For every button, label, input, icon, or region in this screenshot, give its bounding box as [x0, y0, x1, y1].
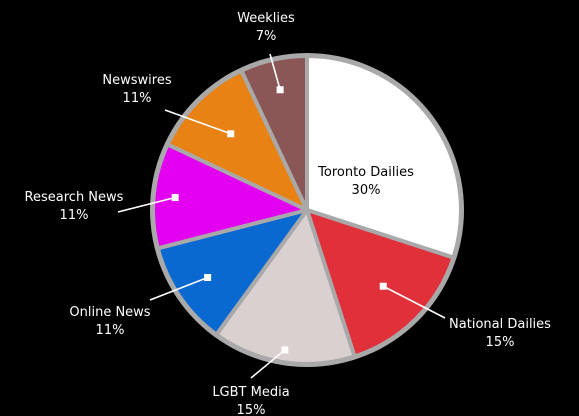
slice-weeklies: [239, 54, 309, 212]
slice-lgbt-media: [214, 208, 357, 366]
leader-marker-newswires: [227, 130, 235, 138]
slice-value-research-news: 11%: [60, 208, 89, 223]
slice-name-toronto-dailies: Toronto Dailies: [317, 165, 414, 180]
slice-label-online-news: Online News 11%: [69, 305, 150, 338]
slice-newswires: [165, 68, 309, 212]
slice-name-research-news: Research News: [25, 190, 124, 205]
slice-value-lgbt-media: 15%: [237, 403, 266, 416]
slice-value-toronto-dailies: 30%: [352, 183, 381, 198]
pie-slices: [151, 54, 463, 366]
slice-name-weeklies: Weeklies: [237, 11, 295, 26]
leader-lines: [117, 53, 446, 379]
leader-line-national-dailies: [382, 285, 446, 319]
slice-label-lgbt-media: LGBT Media 15%: [212, 385, 289, 416]
slice-name-newswires: Newswires: [102, 73, 171, 88]
slice-value-online-news: 11%: [96, 323, 125, 338]
slice-label-newswires: Newswires 11%: [102, 73, 171, 106]
slice-name-national-dailies: National Dailies: [449, 317, 551, 332]
slice-online-news: [155, 208, 309, 337]
slice-label-toronto-dailies: Toronto Dailies 30%: [317, 165, 414, 198]
leader-marker-online-news: [204, 274, 212, 282]
slice-name-lgbt-media: LGBT Media: [212, 385, 289, 400]
leader-line-research-news: [117, 196, 176, 213]
leader-line-weeklies: [269, 53, 281, 90]
leader-marker-weeklies: [276, 86, 284, 94]
leader-marker-national-dailies: [379, 282, 387, 290]
slice-value-national-dailies: 15%: [486, 335, 515, 350]
slice-research-news: [151, 142, 309, 251]
slice-label-national-dailies: National Dailies 15%: [449, 317, 551, 350]
slice-label-research-news: Research News 11%: [25, 190, 124, 223]
slice-label-weeklies: Weeklies 7%: [237, 11, 295, 44]
slice-toronto-dailies: [305, 54, 463, 260]
leader-marker-research-news: [171, 194, 179, 202]
leader-line-newswires: [164, 109, 232, 135]
slice-labels: Toronto Dailies 30%National Dailies 15%LGB…: [25, 11, 552, 416]
slice-value-newswires: 11%: [123, 91, 152, 106]
leader-marker-lgbt-media: [281, 346, 289, 354]
slice-name-online-news: Online News: [69, 305, 150, 320]
leader-line-lgbt-media: [250, 349, 286, 379]
leader-line-online-news: [149, 276, 208, 301]
slice-value-weeklies: 7%: [256, 29, 277, 44]
